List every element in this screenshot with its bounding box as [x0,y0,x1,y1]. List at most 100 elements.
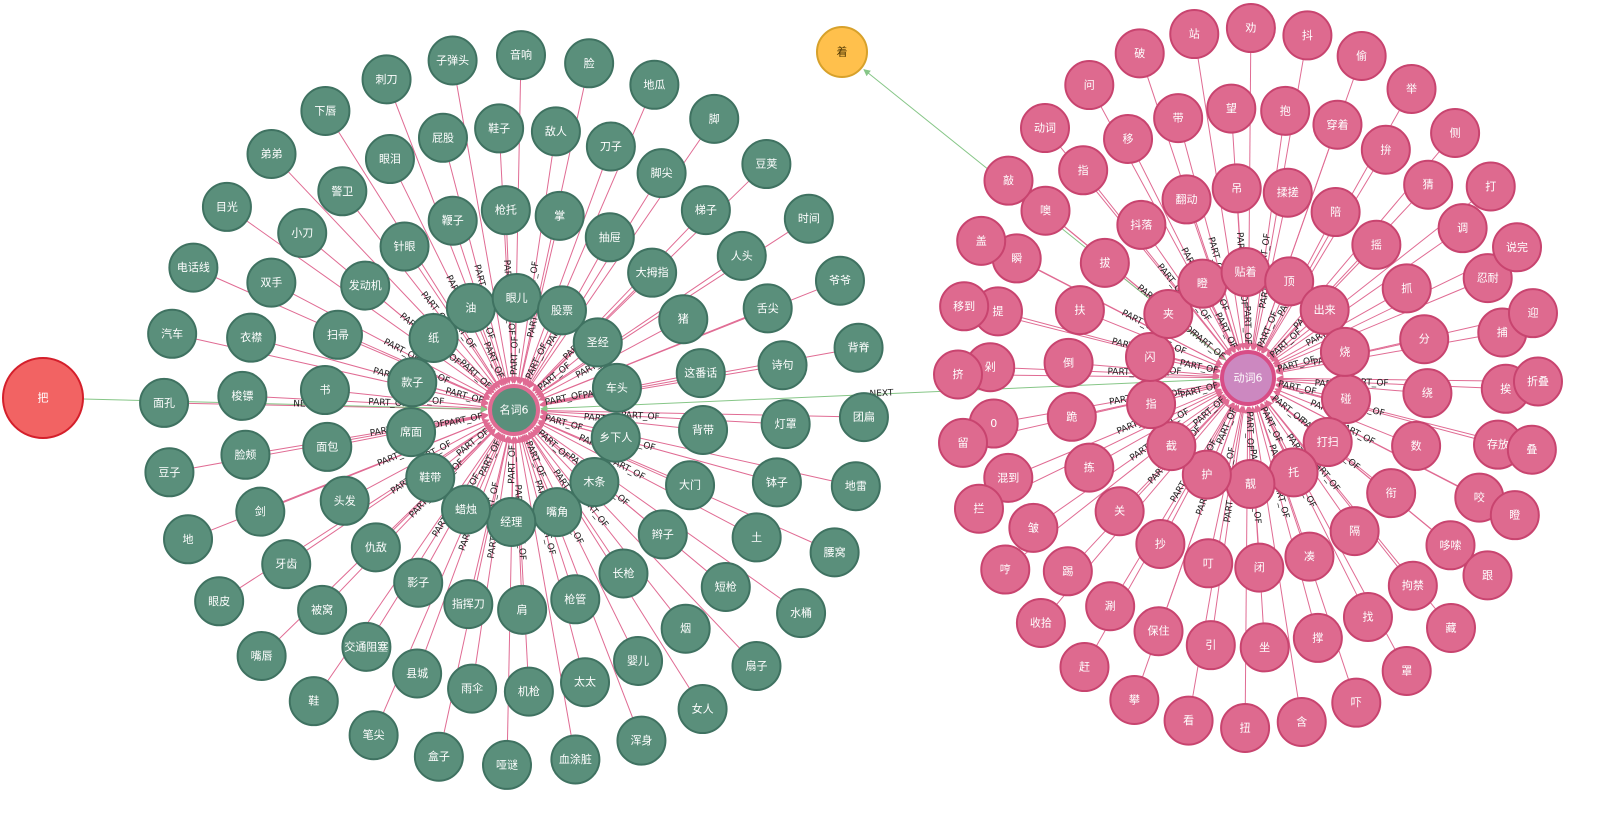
verb-node[interactable]: 看 [1163,695,1214,746]
verb-node[interactable]: 隔 [1329,506,1380,557]
verb-node[interactable]: 跪 [1046,391,1097,442]
noun-node[interactable]: 背带 [678,404,729,455]
noun-node[interactable]: 枪管 [550,574,601,625]
verb-node[interactable]: 藏 [1426,602,1477,653]
noun-node[interactable]: 水桶 [776,588,827,639]
verb-node[interactable]: 抄 [1135,518,1186,569]
noun-node[interactable]: 嘴角 [532,487,583,538]
verb-node[interactable]: 揉搓 [1262,167,1313,218]
noun-node[interactable]: 头发 [319,475,370,526]
noun-node[interactable]: 烟 [660,603,711,654]
noun-node[interactable]: 时间 [783,193,834,244]
noun-node[interactable]: 鞋 [288,676,339,727]
noun-node[interactable]: 鞋子 [474,103,525,154]
noun-node[interactable]: 小刀 [277,208,328,259]
verb-node[interactable]: 关 [1094,486,1145,537]
verb-node[interactable]: 抖落 [1116,199,1167,250]
noun-node[interactable]: 款子 [387,357,438,408]
noun-node[interactable]: 掌 [534,190,585,241]
verb-node[interactable]: 拔 [1079,237,1130,288]
noun-node[interactable]: 仇敌 [350,522,401,573]
verb-node[interactable]: 举 [1386,63,1437,114]
noun-node[interactable]: 辫子 [637,509,688,560]
verb-node[interactable]: 抖 [1282,10,1333,61]
verb-node[interactable]: 绕 [1402,368,1453,419]
noun-node[interactable]: 背脊 [833,322,884,373]
noun-node[interactable]: 牙齿 [261,539,312,590]
verb-node[interactable]: 数 [1391,420,1442,471]
noun-node[interactable]: 嘴唇 [236,630,287,681]
noun-node[interactable]: 雨伞 [447,663,498,714]
noun-node[interactable]: 敌人 [530,106,581,157]
verb-node[interactable]: 攀 [1109,675,1160,726]
verb-node[interactable]: 烧 [1319,326,1370,377]
noun-node[interactable]: 猪 [658,294,709,345]
noun-node[interactable]: 团扁 [838,392,889,443]
noun-node[interactable]: 扇子 [731,640,782,691]
noun-node[interactable]: 梭镖 [217,370,268,421]
verb-node[interactable]: 靓 [1225,458,1276,509]
verb-node[interactable]: 说完 [1492,222,1543,273]
noun-node[interactable]: 汽车 [147,308,198,359]
noun-node[interactable]: 面孔 [139,377,190,428]
verb-node[interactable]: 收拾 [1015,598,1066,649]
verb-node[interactable]: 衔 [1366,468,1417,519]
noun-node[interactable]: 笔尖 [348,710,399,761]
noun-node[interactable]: 短枪 [700,561,751,612]
verb-node[interactable]: 分 [1399,314,1450,365]
noun-node[interactable]: 影子 [393,557,444,608]
zhe-node[interactable]: 着 [816,26,868,78]
verb-node[interactable]: 翻动 [1161,174,1212,225]
noun-node[interactable]: 剑 [235,486,286,537]
verb-node[interactable]: 指 [1058,145,1109,196]
noun-node[interactable]: 县城 [392,648,443,699]
noun-node[interactable]: 豆子 [144,447,195,498]
noun-node[interactable]: 灯罩 [760,399,811,450]
noun-node[interactable]: 双手 [246,257,297,308]
noun-node[interactable]: 土 [731,512,782,563]
verb-node[interactable]: 罩 [1381,645,1432,696]
verb-node[interactable]: 拦 [953,483,1004,534]
verb-node[interactable]: 找 [1342,592,1393,643]
noun-node[interactable]: 弟弟 [246,129,297,180]
verb-node[interactable]: 指 [1126,379,1177,430]
noun-node[interactable]: 被窝 [297,584,348,635]
verb-node[interactable]: 带 [1153,93,1204,144]
noun-node[interactable]: 哑谜 [482,739,533,790]
verb-node[interactable]: 截 [1146,421,1197,472]
noun-node[interactable]: 长枪 [598,548,649,599]
noun-hub-node[interactable]: 名词6 [488,384,540,436]
verb-node[interactable]: 吓 [1331,677,1382,728]
noun-node[interactable]: 电话线 [168,242,219,293]
noun-node[interactable]: 圣经 [572,317,623,368]
noun-node[interactable]: 腰窝 [809,527,860,578]
verb-hub-node[interactable]: 动词6 [1220,350,1276,406]
verb-node[interactable]: 敲 [983,155,1034,206]
noun-node[interactable]: 地瓜 [629,59,680,110]
verb-node[interactable]: 坐 [1239,622,1290,673]
noun-node[interactable]: 盒子 [413,731,464,782]
noun-node[interactable]: 经理 [486,496,537,547]
noun-node[interactable]: 书 [299,365,350,416]
noun-node[interactable]: 面包 [302,421,353,472]
noun-node[interactable]: 针眼 [379,221,430,272]
verb-node[interactable]: 碰 [1321,374,1372,425]
noun-node[interactable]: 下唇 [300,85,351,136]
noun-node[interactable]: 舌尖 [742,283,793,334]
verb-node[interactable]: 偷 [1336,30,1387,81]
noun-node[interactable]: 刺刀 [361,54,412,105]
verb-node[interactable]: 皱 [1008,502,1059,553]
verb-node[interactable]: 移到 [939,281,990,332]
noun-node[interactable]: 音响 [495,30,546,81]
noun-node[interactable]: 扫帚 [312,309,363,360]
noun-node[interactable]: 大拇指 [627,247,678,298]
verb-node[interactable]: 抓 [1381,263,1432,314]
noun-node[interactable]: 鞋带 [405,452,456,503]
noun-node[interactable]: 车头 [591,362,642,413]
verb-node[interactable]: 闪 [1124,331,1175,382]
verb-node[interactable]: 迎 [1507,288,1558,339]
noun-node[interactable]: 人头 [716,230,767,281]
verb-node[interactable]: 劝 [1225,3,1276,54]
verb-node[interactable]: 闭 [1234,542,1285,593]
verb-node[interactable]: 侧 [1430,107,1481,158]
